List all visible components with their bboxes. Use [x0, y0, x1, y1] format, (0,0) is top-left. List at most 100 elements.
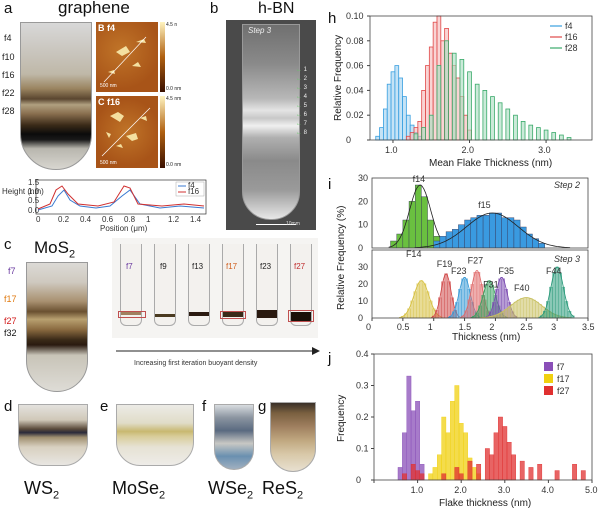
bar-f28 [559, 134, 564, 141]
bar-f7 [397, 467, 403, 481]
tube-label: f13 [192, 262, 204, 271]
bar-f27 [519, 460, 525, 481]
buoyant-density-arrow [116, 347, 320, 355]
bar-F44 [558, 272, 562, 319]
bar-f16 [440, 40, 446, 141]
bar-f15 [445, 231, 453, 249]
buoyant-density-caption: Increasing first iteration buoyant densi… [134, 360, 258, 367]
hbn-vial [242, 24, 300, 220]
series-label-F23: F23 [451, 266, 467, 276]
bar-f15 [476, 215, 484, 249]
bar-f28 [467, 71, 472, 141]
bar-F40 [535, 301, 539, 319]
bar-F31 [484, 284, 488, 319]
y-tick-label: 0.08 [346, 36, 364, 46]
bar-F14 [416, 283, 420, 319]
y-tick-label: 0 [356, 475, 361, 485]
profile-ytick: 0.5 [28, 196, 40, 205]
bar-F40 [519, 298, 524, 319]
x-tick-label: 2.0 [462, 145, 475, 155]
x-tick-label: 1.0 [385, 145, 398, 155]
bar-f28 [536, 127, 541, 141]
bar-F40 [516, 299, 521, 319]
bar-f27 [493, 432, 499, 481]
bar-f17 [471, 467, 477, 481]
afm-scale-bottom: 0.0 nm [166, 162, 182, 168]
bar-f27 [419, 473, 425, 481]
x-tick-label: 3 [551, 322, 556, 332]
bar-f14 [396, 233, 404, 249]
bar-f14 [390, 240, 397, 249]
bar-F40 [513, 301, 518, 319]
x-tick-label: 2.5 [520, 322, 533, 332]
bar-f28 [444, 40, 449, 141]
bar-f16 [463, 114, 469, 141]
panel-label-d: d [4, 398, 13, 415]
bar-f27 [476, 464, 482, 481]
bar-F44 [552, 272, 556, 319]
profile-xtick: 1.2 [168, 215, 180, 224]
mos2-tubes-photo [112, 238, 318, 338]
bar-f16 [417, 121, 423, 141]
bar-f4 [394, 65, 400, 141]
bar-f28 [520, 121, 526, 141]
bar-f28 [428, 114, 434, 141]
x-axis-label: Thickness (nm) [452, 332, 520, 342]
y-tick-label-step2: 20 [358, 196, 368, 206]
profile-ytick: 1.0 [28, 187, 40, 196]
afm-image-f16 [96, 96, 158, 168]
wse2-label: WSe2 [208, 478, 254, 502]
hbn-fraction-markers: ← 1 ← 2 ← 3 ← 4 ← 5 ← 6 ← 7 ← 8 [296, 67, 308, 136]
x-axis-label: Mean Flake Thickness (nm) [429, 158, 552, 169]
profile-xtick: 1.4 [190, 215, 202, 224]
bar-f27 [489, 454, 495, 481]
hbn-photo: Step 3 10mm [226, 20, 316, 230]
y-tick-label: 0.1 [356, 444, 369, 454]
legend-f16: f16 [188, 187, 200, 196]
bar-f28 [436, 65, 442, 141]
y-axis-label: Relative Frequency (%) [336, 206, 347, 310]
bar-f14 [421, 196, 428, 249]
afm-scalebar-b: 500 nm [100, 83, 117, 89]
panel-label-f: f [202, 398, 207, 415]
y-tick-label: 0.04 [346, 85, 364, 95]
fit-curve-f14 [388, 184, 450, 248]
profile-xtick: 0 [36, 215, 41, 224]
tube-f9 [154, 244, 176, 326]
panel-label-b: b [210, 0, 219, 17]
legend-swatch-f7 [544, 362, 553, 371]
x-tick-label: 1.5 [459, 322, 472, 332]
bar-f17 [450, 401, 455, 481]
afm-image-f4 [96, 22, 158, 92]
height-profile-plot: Height (nm) 1.5 1.0 0.5 0.0 f4 f16 0 0.2… [2, 178, 207, 233]
bar-f28 [543, 129, 549, 141]
series-label-f15: f15 [478, 200, 491, 210]
bar-f28 [528, 124, 534, 141]
bar-f16 [432, 21, 438, 141]
bar-f27 [511, 454, 516, 481]
bar-f4 [390, 71, 396, 141]
bar-f15 [501, 217, 508, 249]
tube-f23 [256, 244, 278, 326]
x-tick-label: 3.0 [498, 485, 511, 495]
tube-f7 [120, 244, 142, 326]
y-tick-label: 0.10 [346, 11, 364, 21]
bar-F23 [461, 278, 465, 319]
x-tick-label: 3.0 [538, 145, 551, 155]
profile-xtick: 1 [146, 215, 151, 224]
bar-f27 [454, 467, 460, 481]
wse2-vial [214, 404, 254, 470]
panel-label-j: j [328, 350, 332, 367]
bar-F40 [523, 297, 527, 319]
tube-f27 [290, 244, 312, 326]
profile-ytick: 0.0 [28, 206, 40, 215]
bar-f28 [482, 90, 488, 141]
bar-f28 [551, 132, 557, 141]
profile-xlabel: Position (μm) [100, 224, 148, 233]
tube-label: f17 [226, 262, 238, 271]
bar-f28 [505, 108, 511, 141]
x-axis-label: Flake thickness (nm) [439, 498, 531, 508]
bar-F19 [438, 297, 442, 319]
res2-label: ReS2 [262, 478, 304, 502]
